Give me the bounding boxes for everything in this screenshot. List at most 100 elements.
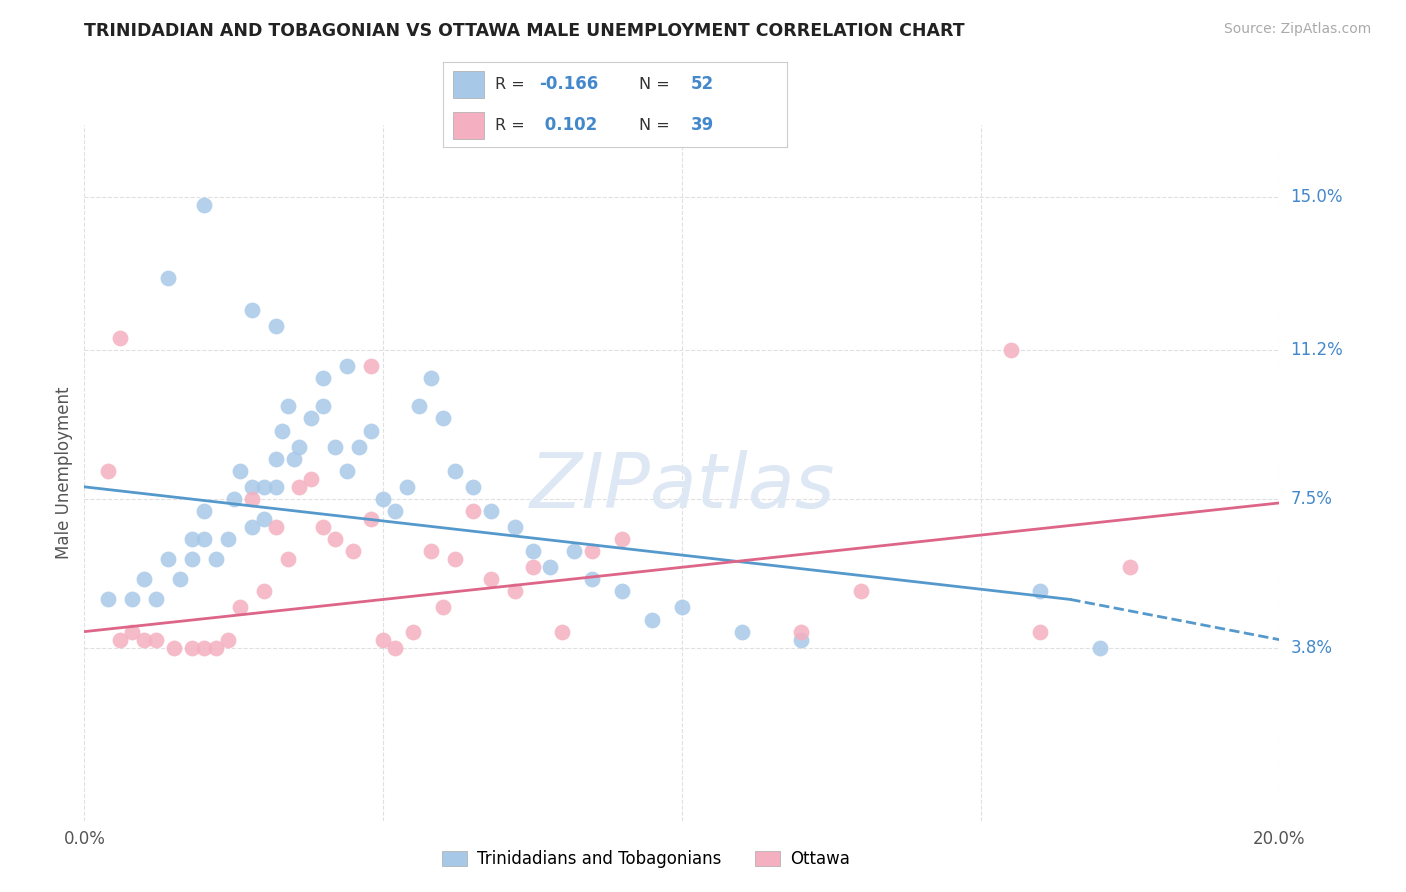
Point (1119, 560, 1142, 574)
Point (396, 480, 419, 494)
Text: R =: R = (495, 77, 530, 92)
Text: 39: 39 (690, 116, 714, 134)
Point (121, 624, 143, 639)
Point (205, 552, 228, 566)
Point (110, 632, 132, 647)
Point (461, 504, 484, 518)
Point (1029, 584, 1052, 599)
Point (180, 640, 202, 655)
Point (312, 371, 335, 385)
Legend: Trinidadians and Tobagonians, Ottawa: Trinidadians and Tobagonians, Ottawa (436, 844, 856, 875)
Point (132, 572, 156, 586)
FancyBboxPatch shape (453, 71, 484, 98)
Point (323, 532, 347, 546)
Point (384, 640, 406, 655)
Point (288, 480, 311, 494)
Text: 7.5%: 7.5% (1291, 490, 1333, 508)
Point (264, 520, 287, 534)
Point (349, 440, 371, 454)
Point (562, 544, 586, 558)
Point (610, 584, 633, 599)
Point (145, 592, 167, 607)
Point (461, 480, 484, 494)
Point (240, 520, 263, 534)
Point (253, 584, 276, 599)
Point (420, 544, 443, 558)
Point (264, 451, 287, 466)
Point (193, 504, 215, 518)
Point (1000, 343, 1022, 357)
Text: 11.2%: 11.2% (1291, 341, 1343, 359)
Point (193, 640, 215, 655)
Point (336, 464, 359, 478)
Point (581, 572, 603, 586)
Point (336, 359, 359, 374)
Point (228, 600, 252, 615)
Text: -0.166: -0.166 (540, 76, 599, 94)
Point (790, 632, 813, 647)
Point (479, 572, 502, 586)
Point (193, 532, 215, 546)
Point (264, 480, 287, 494)
Point (420, 371, 443, 385)
Point (849, 584, 872, 599)
Text: 3.8%: 3.8% (1291, 639, 1333, 657)
Point (145, 632, 167, 647)
Text: 0.102: 0.102 (540, 116, 598, 134)
Point (610, 532, 633, 546)
Text: N =: N = (640, 77, 675, 92)
Point (432, 411, 454, 425)
Point (312, 520, 335, 534)
FancyBboxPatch shape (453, 112, 484, 139)
Point (276, 400, 298, 414)
Point (432, 600, 454, 615)
Text: ZIPatlas: ZIPatlas (529, 450, 835, 524)
Point (240, 480, 263, 494)
Point (180, 532, 202, 546)
Point (538, 560, 561, 574)
Point (288, 440, 311, 454)
Point (479, 504, 502, 518)
Text: 52: 52 (690, 76, 714, 94)
Point (790, 624, 813, 639)
Point (163, 640, 186, 655)
Point (1088, 640, 1111, 655)
Point (180, 552, 202, 566)
Point (169, 572, 191, 586)
Point (97, 592, 120, 607)
Point (240, 302, 263, 317)
Point (270, 424, 292, 438)
Point (444, 552, 467, 566)
Point (121, 592, 143, 607)
Point (342, 544, 364, 558)
Point (551, 624, 574, 639)
Point (264, 318, 287, 333)
Point (323, 440, 347, 454)
Point (301, 472, 323, 486)
Point (222, 491, 245, 506)
Text: 15.0%: 15.0% (1291, 188, 1343, 206)
Text: Source: ZipAtlas.com: Source: ZipAtlas.com (1223, 22, 1371, 37)
Point (193, 198, 215, 212)
Point (217, 532, 239, 546)
Point (301, 411, 323, 425)
Point (97, 464, 120, 478)
Point (671, 600, 693, 615)
Point (371, 632, 394, 647)
Point (384, 504, 406, 518)
Point (408, 400, 430, 414)
Point (228, 464, 252, 478)
Point (157, 270, 180, 285)
Point (360, 359, 382, 374)
Point (522, 560, 544, 574)
Point (217, 632, 239, 647)
Point (1029, 624, 1052, 639)
Text: R =: R = (495, 118, 530, 133)
Point (253, 512, 276, 526)
Point (276, 552, 298, 566)
Point (503, 520, 526, 534)
Point (157, 552, 180, 566)
Point (503, 584, 526, 599)
Point (581, 544, 603, 558)
Point (371, 491, 394, 506)
